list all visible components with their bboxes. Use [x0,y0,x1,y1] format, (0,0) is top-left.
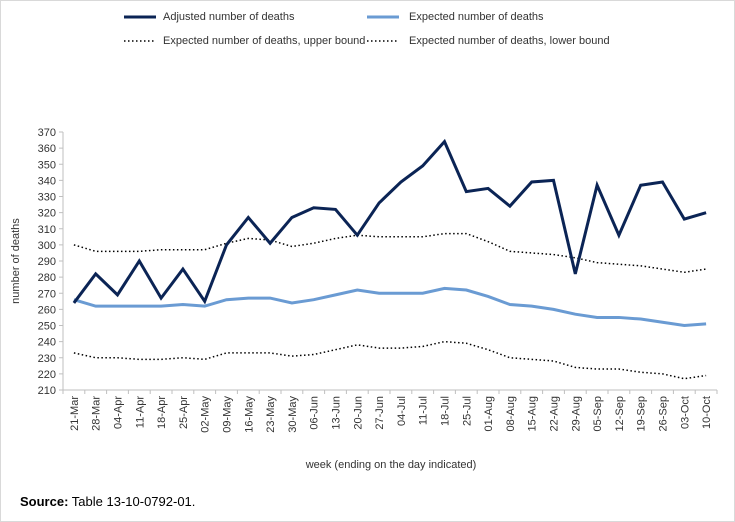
y-axis-title: number of deaths [10,218,22,304]
y-tick-label: 290 [38,256,56,268]
x-tick-label: 12-Sep [614,396,626,431]
x-tick-label: 28-Mar [91,396,103,431]
series-lower-bound-line [73,340,707,380]
x-tick-label: 29-Aug [570,396,582,431]
x-tick-label: 01-Aug [483,396,495,431]
y-tick-label: 340 [38,175,56,187]
y-tick-label: 230 [38,353,56,365]
y-tick-label: 240 [38,337,56,349]
x-tick-label: 10-Oct [701,396,713,429]
y-tick-label: 320 [38,208,56,220]
legend-swatch-lower [367,40,399,42]
y-tick-label: 310 [38,224,56,236]
y-tick-label: 330 [38,192,56,204]
x-tick-label: 11-Jul [418,396,430,425]
y-tick-label: 360 [38,143,56,155]
x-tick-label: 25-Apr [178,396,190,429]
y-tick-label: 250 [38,321,56,333]
x-tick-label: 06-Jun [309,396,321,430]
x-tick-label: 11-Apr [134,396,146,429]
x-axis-title: week (ending on the day indicated) [305,459,477,471]
legend-swatch-expected [367,15,399,19]
y-tick-label: 220 [38,369,56,381]
x-tick-label: 23-May [265,396,277,433]
x-tick-label: 25-Jul [461,396,473,426]
x-tick-label: 04-Jul [396,396,408,426]
legend-swatch-adjusted [124,15,156,19]
x-tick-label: 09-May [222,396,234,433]
x-tick-label: 08-Aug [505,396,517,431]
legend-label-lower: Expected number of deaths, lower bound [409,35,610,47]
series-expected-line [73,286,707,328]
y-tick-label: 370 [38,127,56,139]
y-tick-label: 280 [38,272,56,284]
x-tick-label: 21-Mar [69,396,81,431]
x-tick-label: 30-May [287,396,299,433]
x-tick-label: 18-Jul [440,396,452,426]
line-chart: 210 220 230 240 250 260 270 280 290 300 310 320 330 3… [10,127,718,471]
y-tick-label: 350 [38,159,56,171]
series-upper-bound-line [73,232,707,274]
series-adjusted-line [72,138,707,305]
y-tick-label: 270 [38,288,56,300]
x-tick-label: 20-Jun [352,396,364,430]
x-tick-label: 15-Aug [527,396,539,431]
x-tick-label: 13-Jun [331,396,343,430]
legend-label-expected: Expected number of deaths [409,11,544,23]
legend-label-adjusted: Adjusted number of deaths [163,11,295,23]
legend-label-upper: Expected number of deaths, upper bound [163,35,366,47]
x-tick-label: 05-Sep [592,396,604,431]
x-tick-label: 16-May [243,396,255,433]
y-tick-label: 300 [38,240,56,252]
x-tick-label: 27-Jun [374,396,386,430]
source-text: Table 13-10-0792-01. [71,494,196,509]
x-tick-label: 22-Aug [549,396,561,431]
x-tick-label: 18-Apr [156,396,168,429]
y-tick-label: 260 [38,304,56,316]
legend-swatch-upper [124,40,156,42]
x-tick-label: 26-Sep [658,396,670,431]
source-note: Source: Table 13-10-0792-01. [20,494,195,509]
source-label: Source: [20,494,69,509]
x-tick-label: 04-Apr [113,396,125,429]
x-tick-label: 02-May [200,396,212,433]
y-tick-label: 210 [38,385,56,397]
x-tick-label: 19-Sep [636,396,648,431]
x-tick-label: 03-Oct [679,396,691,429]
